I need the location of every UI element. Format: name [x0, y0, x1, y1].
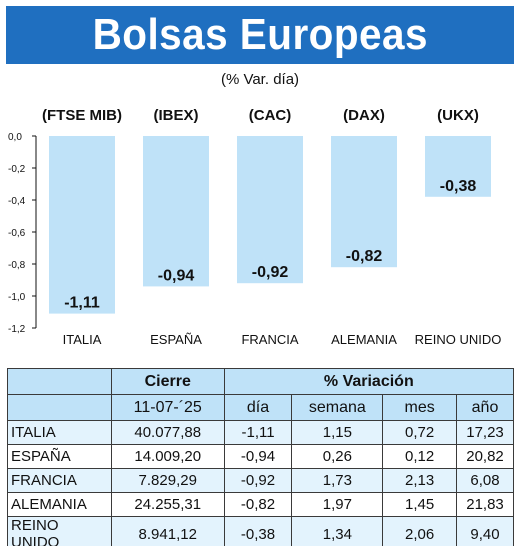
row-cierre: 14.009,20: [110, 444, 225, 469]
bar: [237, 136, 303, 284]
value-label: -0,38: [440, 178, 477, 195]
row-cierre: 24.255,31: [110, 492, 225, 517]
row-dia: -0,92: [223, 468, 293, 493]
table-row: ITALIA 40.077,88 -1,11 1,15 0,72 17,23: [7, 420, 514, 445]
row-country: REINO UNIDO: [7, 516, 112, 546]
y-tick-label: -0,8: [8, 260, 26, 271]
row-country: FRANCIA: [7, 468, 112, 493]
row-country: ESPAÑA: [7, 444, 112, 469]
header-blank-2: [7, 394, 112, 421]
bar: [143, 136, 209, 287]
category-label: REINO UNIDO: [415, 332, 502, 347]
index-label: (DAX): [343, 107, 385, 124]
title-banner: Bolsas Europeas: [6, 6, 514, 64]
index-label: (FTSE MIB): [42, 107, 122, 124]
row-mes: 0,72: [382, 420, 458, 445]
row-semana: 1,34: [291, 516, 384, 546]
table-row: REINO UNIDO 8.941,12 -0,38 1,34 2,06 9,4…: [7, 516, 514, 546]
header-ano: año: [456, 394, 514, 421]
row-country: ALEMANIA: [7, 492, 112, 517]
bar: [49, 136, 115, 314]
header-variacion: % Variación: [223, 368, 515, 395]
category-label: ALEMANIA: [331, 332, 397, 347]
row-mes: 2,13: [382, 468, 458, 493]
row-ano: 6,08: [456, 468, 514, 493]
bar: [331, 136, 397, 268]
row-semana: 1,73: [291, 468, 384, 493]
row-semana: 0,26: [291, 444, 384, 469]
row-dia: -0,38: [223, 516, 293, 546]
header-mes: mes: [382, 394, 458, 421]
row-ano: 9,40: [456, 516, 514, 546]
chart-subtitle: (% Var. día): [220, 71, 300, 88]
table-row: FRANCIA 7.829,29 -0,92 1,73 2,13 6,08: [7, 468, 514, 493]
table-row: ESPAÑA 14.009,20 -0,94 0,26 0,12 20,82: [7, 444, 514, 469]
row-semana: 1,97: [291, 492, 384, 517]
header-cierre: Cierre: [110, 368, 225, 395]
bar: [425, 136, 491, 197]
bar-chart: 0,0 -0,2 -0,4 -0,6 -0,8 -1,0 -1,2 (FTSE MIB) -1,…: [8, 107, 502, 347]
row-mes: 2,06: [382, 516, 458, 546]
header-dia: día: [223, 394, 293, 421]
row-cierre: 7.829,29: [110, 468, 225, 493]
category-label: FRANCIA: [241, 332, 298, 347]
row-ano: 20,82: [456, 444, 514, 469]
chart-title: Bolsas Europeas: [92, 10, 428, 59]
index-label: (CAC): [249, 107, 292, 124]
row-cierre: 40.077,88: [110, 420, 225, 445]
header-semana: semana: [291, 394, 384, 421]
market-table: Cierre % Variación 11-07-´25 día semana …: [7, 368, 515, 546]
header-date: 11-07-´25: [110, 394, 225, 421]
row-dia: -0,94: [223, 444, 293, 469]
value-label: -0,82: [346, 248, 383, 265]
row-cierre: 8.941,12: [110, 516, 225, 546]
row-semana: 1,15: [291, 420, 384, 445]
value-label: -1,11: [64, 295, 100, 312]
y-tick-label: 0,0: [8, 132, 22, 143]
y-tick-label: -1,2: [8, 324, 26, 335]
index-label: (IBEX): [154, 107, 199, 124]
value-label: -0,92: [252, 264, 289, 281]
header-blank: [7, 368, 112, 395]
category-label: ESPAÑA: [150, 332, 202, 347]
row-mes: 1,45: [382, 492, 458, 517]
row-country: ITALIA: [7, 420, 112, 445]
row-ano: 21,83: [456, 492, 514, 517]
value-label: -0,94: [158, 267, 195, 284]
row-mes: 0,12: [382, 444, 458, 469]
row-dia: -0,82: [223, 492, 293, 517]
table-row: ALEMANIA 24.255,31 -0,82 1,97 1,45 21,83: [7, 492, 514, 517]
row-ano: 17,23: [456, 420, 514, 445]
y-tick-label: -0,2: [8, 164, 26, 175]
y-tick-label: -0,4: [8, 196, 26, 207]
row-dia: -1,11: [223, 420, 293, 445]
y-tick-label: -1,0: [8, 292, 26, 303]
category-label: ITALIA: [63, 332, 102, 347]
y-tick-label: -0,6: [8, 228, 26, 239]
index-label: (UKX): [437, 107, 479, 124]
